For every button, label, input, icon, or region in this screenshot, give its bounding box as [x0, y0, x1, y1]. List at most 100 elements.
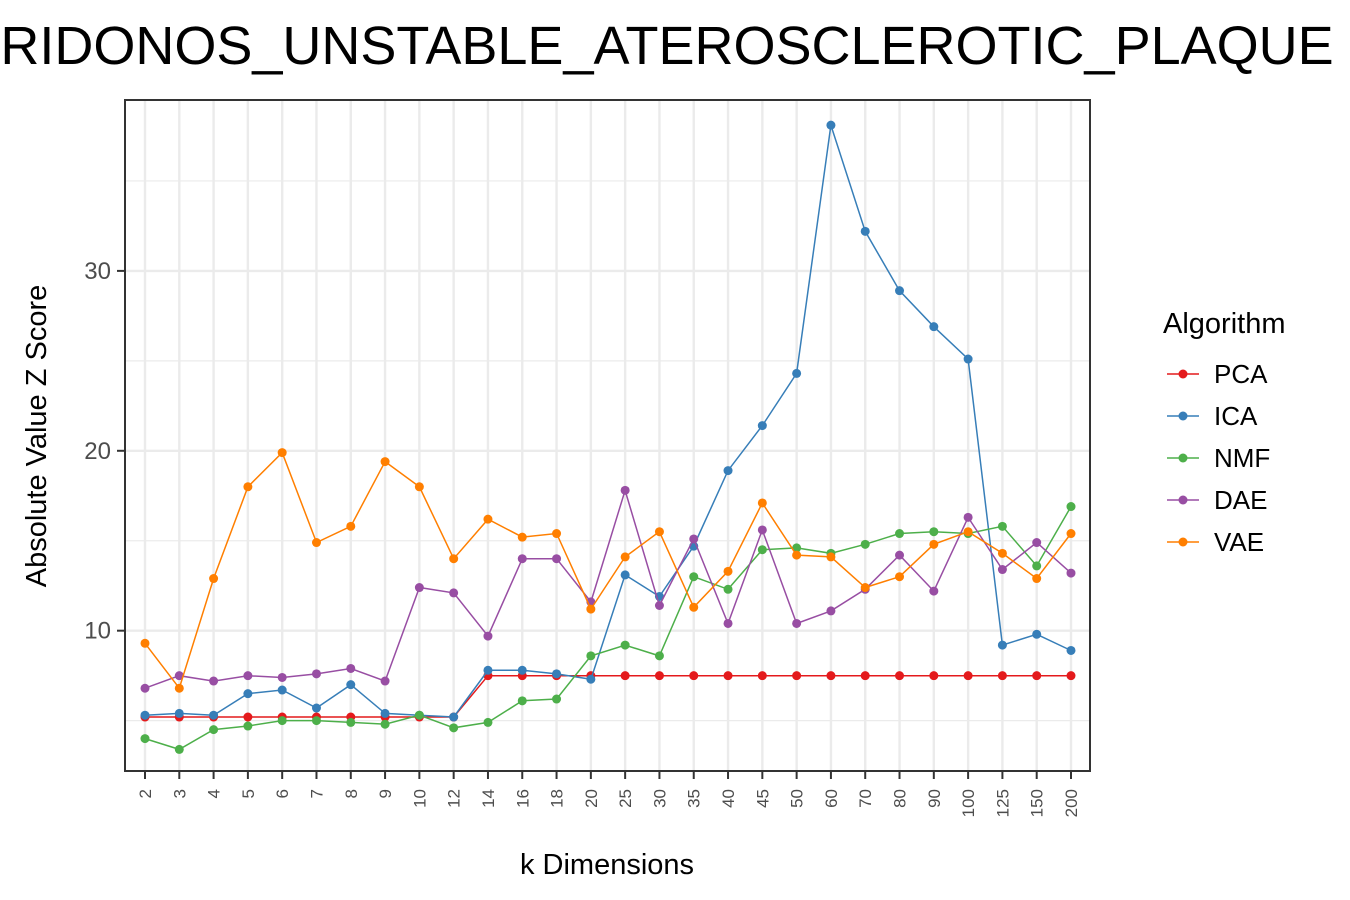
legend: Algorithm PCA ICA NMF DAE VAE: [1163, 308, 1286, 557]
series-dae: [140, 485, 1076, 693]
data-point-dae: [449, 588, 459, 598]
data-point-nmf: [140, 734, 150, 744]
legend-item-vae: VAE: [1167, 527, 1264, 557]
data-point-vae: [860, 583, 870, 593]
series-line-pca: [145, 674, 1071, 718]
data-point-dae: [620, 485, 630, 495]
legend-item-pca: PCA: [1167, 359, 1268, 389]
data-point-vae: [620, 552, 630, 562]
data-point-ica: [1066, 645, 1076, 655]
data-point-nmf: [380, 719, 390, 729]
x-tick-label: 2: [136, 789, 155, 798]
data-point-pca: [689, 671, 699, 681]
data-point-pca: [654, 671, 664, 681]
data-point-vae: [826, 552, 836, 562]
data-point-dae: [311, 669, 321, 679]
x-tick-label: 25: [616, 789, 635, 808]
x-tick-label: 200: [1062, 789, 1081, 817]
data-point-vae: [517, 532, 527, 542]
data-point-nmf: [997, 521, 1007, 531]
legend-item-ica: ICA: [1167, 401, 1258, 431]
data-point-dae: [414, 583, 424, 593]
x-tick-label: 7: [307, 789, 326, 798]
data-point-ica: [552, 669, 562, 679]
x-tick-label: 14: [479, 789, 498, 808]
data-point-vae: [311, 538, 321, 548]
data-point-ica: [346, 680, 356, 690]
data-point-vae: [174, 683, 184, 693]
data-point-pca: [1032, 671, 1042, 681]
x-tick-label: 4: [205, 789, 224, 798]
x-tick-label: 100: [959, 789, 978, 817]
data-point-nmf: [552, 694, 562, 704]
data-point-pca: [723, 671, 733, 681]
data-point-vae: [209, 574, 219, 584]
data-point-ica: [860, 226, 870, 236]
data-point-pca: [1066, 671, 1076, 681]
x-tick-label: 5: [239, 789, 258, 798]
data-point-nmf: [620, 640, 630, 650]
data-point-ica: [792, 368, 802, 378]
legend-label: VAE: [1214, 527, 1264, 557]
data-point-dae: [929, 586, 939, 596]
data-point-ica: [140, 710, 150, 720]
data-point-pca: [826, 671, 836, 681]
x-tick-label: 3: [170, 789, 189, 798]
x-tick-label: 80: [891, 789, 910, 808]
data-point-vae: [140, 638, 150, 648]
grid-lines: [125, 100, 1090, 771]
data-point-vae: [757, 498, 767, 508]
series-line-nmf: [144, 506, 1072, 751]
data-point-dae: [895, 550, 905, 560]
data-point-dae: [380, 676, 390, 686]
data-point-dae: [963, 512, 973, 522]
x-tick-label: 150: [1028, 789, 1047, 817]
data-point-pca: [757, 671, 767, 681]
data-point-vae: [414, 482, 424, 492]
data-point-nmf: [483, 717, 493, 727]
data-point-nmf: [586, 651, 596, 661]
data-point-ica: [895, 286, 905, 296]
data-point-nmf: [895, 529, 905, 539]
data-point-nmf: [209, 725, 219, 735]
data-point-pca: [997, 671, 1007, 681]
x-tick-label: 50: [788, 789, 807, 808]
data-point-dae: [654, 600, 664, 610]
data-point-vae: [997, 548, 1007, 558]
series-ica: [140, 120, 1076, 722]
series-line-ica: [144, 124, 1072, 718]
x-axis-title: k Dimensions: [520, 849, 694, 881]
data-point-nmf: [174, 744, 184, 754]
data-point-vae: [792, 550, 802, 560]
data-point-dae: [277, 672, 287, 682]
data-point-nmf: [860, 539, 870, 549]
x-tick-label: 20: [582, 789, 601, 808]
data-point-dae: [757, 525, 767, 535]
legend-label: PCA: [1214, 359, 1268, 389]
data-point-dae: [1066, 568, 1076, 578]
data-point-dae: [826, 606, 836, 616]
data-point-dae: [174, 671, 184, 681]
data-point-nmf: [449, 723, 459, 733]
data-point-ica: [1032, 629, 1042, 639]
data-point-pca: [929, 671, 939, 681]
legend-items: PCA ICA NMF DAE VAE: [1167, 359, 1270, 557]
y-tick-label: 30: [84, 258, 111, 285]
legend-label: NMF: [1214, 443, 1270, 473]
data-point-pca: [963, 671, 973, 681]
data-point-ica: [620, 570, 630, 580]
data-point-pca: [895, 671, 905, 681]
data-point-ica: [757, 421, 767, 431]
data-point-ica: [586, 674, 596, 684]
legend-key-marker: [1178, 453, 1188, 463]
data-point-ica: [929, 322, 939, 332]
data-point-pca: [792, 671, 802, 681]
legend-label: DAE: [1214, 485, 1267, 515]
x-tick-label: 45: [753, 789, 772, 808]
data-point-nmf: [346, 717, 356, 727]
data-point-dae: [243, 671, 253, 681]
data-point-dae: [723, 618, 733, 628]
legend-key-marker: [1178, 537, 1188, 547]
data-point-vae: [243, 482, 253, 492]
